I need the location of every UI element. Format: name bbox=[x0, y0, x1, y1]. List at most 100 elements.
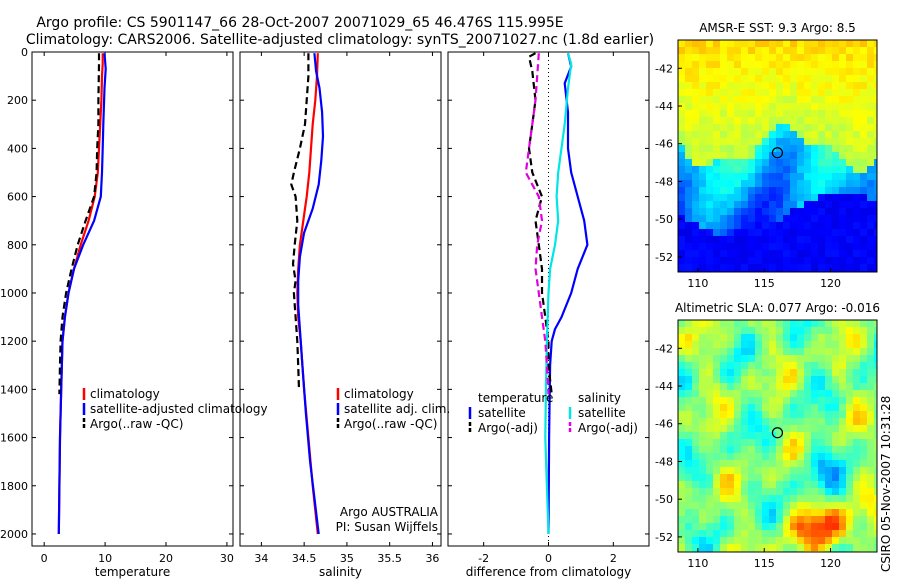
heatmap-cell bbox=[713, 138, 721, 146]
float-location-marker bbox=[771, 427, 784, 439]
heatmap-cell bbox=[797, 229, 805, 237]
heatmap-cell bbox=[832, 47, 840, 55]
heatmap-cell bbox=[853, 236, 861, 244]
heatmap-cell bbox=[713, 180, 721, 188]
heatmap-cell bbox=[874, 425, 878, 433]
heatmap-cell bbox=[776, 544, 784, 552]
heatmap-cell bbox=[804, 96, 812, 104]
heatmap-cell bbox=[846, 537, 854, 545]
heatmap-cell bbox=[867, 327, 875, 335]
heatmap-cell bbox=[720, 173, 728, 181]
heatmap-cell bbox=[720, 215, 728, 223]
heatmap-cell bbox=[734, 481, 742, 489]
heatmap-cell bbox=[692, 138, 700, 146]
heatmap-cell bbox=[797, 411, 805, 419]
heatmap-cell bbox=[720, 75, 728, 83]
heatmap-cell bbox=[762, 341, 770, 349]
heatmap-cell bbox=[699, 460, 707, 468]
heatmap-cell bbox=[734, 516, 742, 524]
heatmap-cell bbox=[839, 355, 847, 363]
heatmap-cell bbox=[755, 488, 763, 496]
heatmap-cell bbox=[741, 152, 749, 160]
heatmap-cell bbox=[860, 404, 868, 412]
heatmap-cell bbox=[727, 418, 735, 426]
heatmap-cell bbox=[853, 89, 861, 97]
heatmap-cell bbox=[741, 355, 749, 363]
heatmap-cell bbox=[776, 390, 784, 398]
heatmap-cell bbox=[860, 208, 868, 216]
heatmap-cell bbox=[825, 201, 833, 209]
heatmap-cell bbox=[741, 201, 749, 209]
heatmap-cell bbox=[699, 117, 707, 125]
heatmap-cell bbox=[846, 467, 854, 475]
heatmap-cell bbox=[734, 341, 742, 349]
heatmap-cell bbox=[755, 460, 763, 468]
heatmap-cell bbox=[713, 425, 721, 433]
heatmap-cell bbox=[741, 348, 749, 356]
heatmap-cell bbox=[692, 369, 700, 377]
heatmap-cell bbox=[776, 467, 784, 475]
heatmap-cell bbox=[797, 446, 805, 454]
heatmap-cell bbox=[685, 103, 693, 111]
heatmap-cell bbox=[741, 523, 749, 531]
heatmap-cell bbox=[825, 376, 833, 384]
heatmap-cell bbox=[783, 334, 791, 342]
heatmap-cell bbox=[867, 68, 875, 76]
heatmap-cell bbox=[867, 250, 875, 258]
heatmap-cell bbox=[811, 502, 819, 510]
heatmap-cell bbox=[783, 257, 791, 265]
heatmap-cell bbox=[783, 432, 791, 440]
heatmap-cell bbox=[748, 348, 756, 356]
heatmap-cell bbox=[692, 166, 700, 174]
heatmap-cell bbox=[685, 124, 693, 132]
heatmap-cell bbox=[867, 411, 875, 419]
heatmap-cell bbox=[797, 201, 805, 209]
heatmap-cell bbox=[734, 243, 742, 251]
heatmap-cell bbox=[839, 243, 847, 251]
heatmap-cell bbox=[720, 432, 728, 440]
heatmap-cell bbox=[741, 481, 749, 489]
heatmap-cell bbox=[783, 54, 791, 62]
heatmap-cell bbox=[860, 446, 868, 454]
heatmap-cell bbox=[860, 250, 868, 258]
heatmap-cell bbox=[748, 355, 756, 363]
heatmap-cell bbox=[741, 488, 749, 496]
heatmap-cell bbox=[720, 481, 728, 489]
heatmap-cell bbox=[818, 320, 826, 328]
heatmap-cell bbox=[818, 61, 826, 69]
heatmap-cell bbox=[755, 362, 763, 370]
heatmap-cell bbox=[727, 453, 735, 461]
heatmap-cell bbox=[825, 264, 833, 272]
heatmap-cell bbox=[874, 327, 878, 335]
heatmap-cell bbox=[762, 446, 770, 454]
heatmap-cell bbox=[867, 404, 875, 412]
heatmap-cell bbox=[748, 383, 756, 391]
heatmap-cell bbox=[776, 516, 784, 524]
heatmap-cell bbox=[846, 208, 854, 216]
heatmap-cell bbox=[692, 110, 700, 118]
heatmap-cell bbox=[860, 544, 868, 552]
heatmap-cell bbox=[790, 516, 798, 524]
heatmap-cell bbox=[762, 334, 770, 342]
legend-label: Argo(-adj) bbox=[578, 421, 638, 435]
heatmap-cell bbox=[692, 530, 700, 538]
heatmap-cell bbox=[867, 166, 875, 174]
heatmap-cell bbox=[692, 502, 700, 510]
heatmap-cell bbox=[783, 348, 791, 356]
heatmap-cell bbox=[748, 40, 756, 48]
x-tick-label: 35 bbox=[340, 552, 354, 565]
heatmap-cell bbox=[874, 341, 878, 349]
heatmap-cell bbox=[874, 89, 878, 97]
heatmap-cell bbox=[783, 152, 791, 160]
heatmap-cell bbox=[853, 348, 861, 356]
heatmap-cell bbox=[797, 131, 805, 139]
heatmap-cell bbox=[692, 264, 700, 272]
heatmap-cell bbox=[678, 145, 686, 153]
heatmap-cell bbox=[741, 243, 749, 251]
heatmap-cell bbox=[734, 47, 742, 55]
heatmap-cell bbox=[685, 40, 693, 48]
heatmap-cell bbox=[860, 173, 868, 181]
heatmap-cell bbox=[818, 159, 826, 167]
y-tick-label: 600 bbox=[7, 191, 28, 204]
